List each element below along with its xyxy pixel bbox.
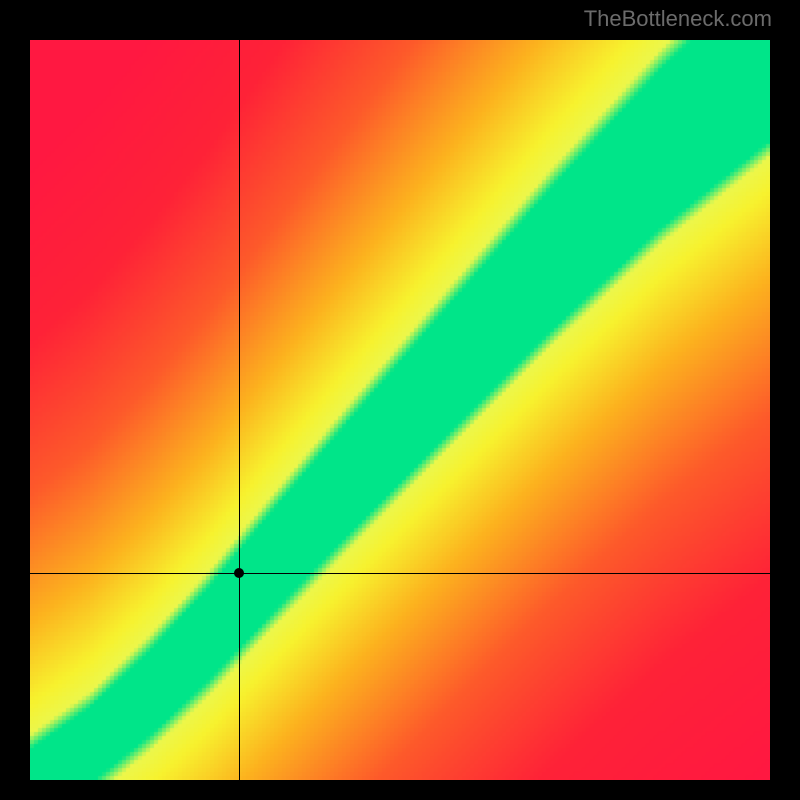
heatmap-plot — [30, 40, 770, 780]
crosshair-marker — [234, 568, 244, 578]
crosshair-horizontal — [30, 573, 770, 574]
crosshair-vertical — [239, 40, 240, 780]
heatmap-canvas — [30, 40, 770, 780]
attribution-text: TheBottleneck.com — [584, 6, 772, 32]
